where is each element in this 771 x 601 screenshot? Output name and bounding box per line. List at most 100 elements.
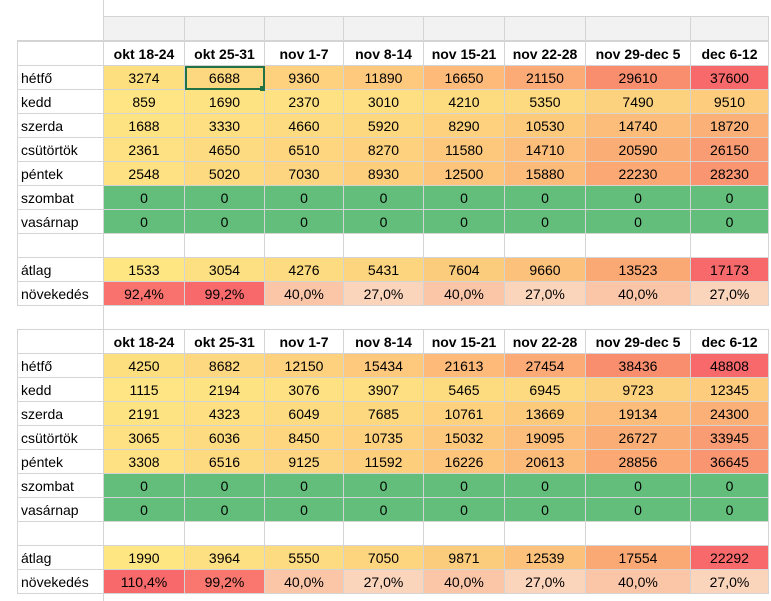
value-cell[interactable]: 6049 bbox=[264, 401, 344, 426]
value-cell[interactable]: 10530 bbox=[504, 113, 586, 138]
value-cell[interactable]: 26150 bbox=[690, 137, 769, 162]
value-cell[interactable]: 0 bbox=[585, 185, 691, 210]
value-cell[interactable]: 0 bbox=[690, 209, 769, 234]
value-cell[interactable]: 0 bbox=[504, 209, 586, 234]
value-cell[interactable]: 3274 bbox=[103, 65, 185, 90]
value-cell[interactable]: 5020 bbox=[184, 161, 265, 186]
value-cell[interactable]: 9510 bbox=[690, 89, 769, 114]
value-cell[interactable]: 0 bbox=[184, 473, 265, 498]
empty-cell[interactable] bbox=[690, 521, 769, 546]
value-cell[interactable]: 29610 bbox=[585, 65, 691, 90]
value-cell[interactable]: 40,0% bbox=[585, 569, 691, 594]
value-cell[interactable]: 8682 bbox=[184, 353, 265, 378]
value-cell[interactable]: 1533 bbox=[103, 257, 185, 282]
value-cell[interactable]: 6516 bbox=[184, 449, 265, 474]
corner-cell[interactable] bbox=[17, 41, 104, 66]
value-cell[interactable]: 9125 bbox=[264, 449, 344, 474]
empty-cell[interactable] bbox=[264, 233, 344, 258]
value-cell[interactable]: 1690 bbox=[184, 89, 265, 114]
row-label-cell[interactable]: átlag bbox=[17, 257, 104, 282]
empty-cell[interactable] bbox=[690, 233, 769, 258]
empty-cell[interactable] bbox=[264, 521, 344, 546]
value-cell[interactable]: 3010 bbox=[343, 89, 424, 114]
empty-cell[interactable] bbox=[343, 521, 424, 546]
value-cell[interactable]: 8290 bbox=[423, 113, 505, 138]
empty-cell[interactable] bbox=[103, 16, 185, 41]
week-header-cell[interactable]: nov 1-7 bbox=[264, 41, 344, 66]
value-cell[interactable]: 26727 bbox=[585, 425, 691, 450]
value-cell[interactable]: 8270 bbox=[343, 137, 424, 162]
value-cell[interactable]: 20613 bbox=[504, 449, 586, 474]
value-cell[interactable]: 0 bbox=[184, 185, 265, 210]
value-cell[interactable]: 110,4% bbox=[103, 569, 185, 594]
value-cell[interactable]: 0 bbox=[585, 209, 691, 234]
value-cell[interactable]: 7050 bbox=[343, 545, 424, 570]
value-cell[interactable]: 1688 bbox=[103, 113, 185, 138]
empty-cell[interactable] bbox=[423, 233, 505, 258]
value-cell[interactable]: 12539 bbox=[504, 545, 586, 570]
value-cell[interactable]: 9660 bbox=[504, 257, 586, 282]
value-cell[interactable]: 0 bbox=[690, 497, 769, 522]
value-cell[interactable]: 17554 bbox=[585, 545, 691, 570]
value-cell[interactable]: 27,0% bbox=[343, 569, 424, 594]
value-cell[interactable]: 6510 bbox=[264, 137, 344, 162]
week-header-cell[interactable]: nov 22-28 bbox=[504, 41, 586, 66]
value-cell[interactable]: 13523 bbox=[585, 257, 691, 282]
row-label-cell[interactable]: átlag bbox=[17, 545, 104, 570]
value-cell[interactable]: 0 bbox=[690, 185, 769, 210]
value-cell[interactable]: 4323 bbox=[184, 401, 265, 426]
empty-cell[interactable] bbox=[504, 16, 586, 41]
empty-cell[interactable] bbox=[585, 16, 691, 41]
week-header-cell[interactable]: nov 8-14 bbox=[343, 41, 424, 66]
week-header-cell[interactable]: okt 25-31 bbox=[184, 41, 265, 66]
value-cell[interactable]: 0 bbox=[423, 209, 505, 234]
value-cell[interactable]: 4660 bbox=[264, 113, 344, 138]
empty-cell[interactable] bbox=[184, 521, 265, 546]
value-cell[interactable]: 4650 bbox=[184, 137, 265, 162]
value-cell[interactable]: 7685 bbox=[343, 401, 424, 426]
empty-cell[interactable] bbox=[585, 233, 691, 258]
value-cell[interactable]: 3330 bbox=[184, 113, 265, 138]
value-cell[interactable]: 0 bbox=[184, 497, 265, 522]
empty-cell[interactable] bbox=[690, 16, 769, 41]
value-cell[interactable]: 36645 bbox=[690, 449, 769, 474]
row-label-cell[interactable]: szombat bbox=[17, 185, 104, 210]
value-cell[interactable]: 0 bbox=[423, 497, 505, 522]
row-label-cell[interactable]: csütörtök bbox=[17, 137, 104, 162]
value-cell[interactable]: 33945 bbox=[690, 425, 769, 450]
value-cell[interactable]: 20590 bbox=[585, 137, 691, 162]
value-cell[interactable]: 99,2% bbox=[184, 569, 265, 594]
value-cell[interactable]: 15032 bbox=[423, 425, 505, 450]
value-cell[interactable]: 0 bbox=[264, 185, 344, 210]
value-cell[interactable]: 1990 bbox=[103, 545, 185, 570]
value-cell[interactable]: 0 bbox=[184, 209, 265, 234]
value-cell[interactable]: 24300 bbox=[690, 401, 769, 426]
value-cell[interactable]: 40,0% bbox=[585, 281, 691, 306]
value-cell[interactable]: 0 bbox=[504, 473, 586, 498]
value-cell[interactable]: 7030 bbox=[264, 161, 344, 186]
value-cell[interactable]: 7604 bbox=[423, 257, 505, 282]
value-cell[interactable]: 48808 bbox=[690, 353, 769, 378]
value-cell[interactable]: 0 bbox=[264, 209, 344, 234]
row-label-cell[interactable]: péntek bbox=[17, 449, 104, 474]
value-cell[interactable]: 0 bbox=[585, 473, 691, 498]
value-cell[interactable]: 0 bbox=[103, 497, 185, 522]
value-cell[interactable]: 22230 bbox=[585, 161, 691, 186]
value-cell[interactable]: 2370 bbox=[264, 89, 344, 114]
empty-cell[interactable] bbox=[17, 16, 104, 41]
empty-cell[interactable] bbox=[504, 521, 586, 546]
value-cell[interactable]: 4210 bbox=[423, 89, 505, 114]
value-cell[interactable]: 19095 bbox=[504, 425, 586, 450]
week-header-cell[interactable]: okt 18-24 bbox=[103, 329, 185, 354]
value-cell[interactable]: 16226 bbox=[423, 449, 505, 474]
value-cell[interactable]: 0 bbox=[504, 185, 586, 210]
row-label-cell[interactable]: vasárnap bbox=[17, 209, 104, 234]
value-cell[interactable]: 21613 bbox=[423, 353, 505, 378]
value-cell[interactable]: 5920 bbox=[343, 113, 424, 138]
value-cell[interactable]: 2194 bbox=[184, 377, 265, 402]
value-cell[interactable]: 0 bbox=[264, 497, 344, 522]
row-label-cell[interactable]: kedd bbox=[17, 89, 104, 114]
value-cell[interactable]: 0 bbox=[690, 473, 769, 498]
value-cell[interactable]: 27,0% bbox=[690, 281, 769, 306]
row-label-cell[interactable]: hétfő bbox=[17, 353, 104, 378]
